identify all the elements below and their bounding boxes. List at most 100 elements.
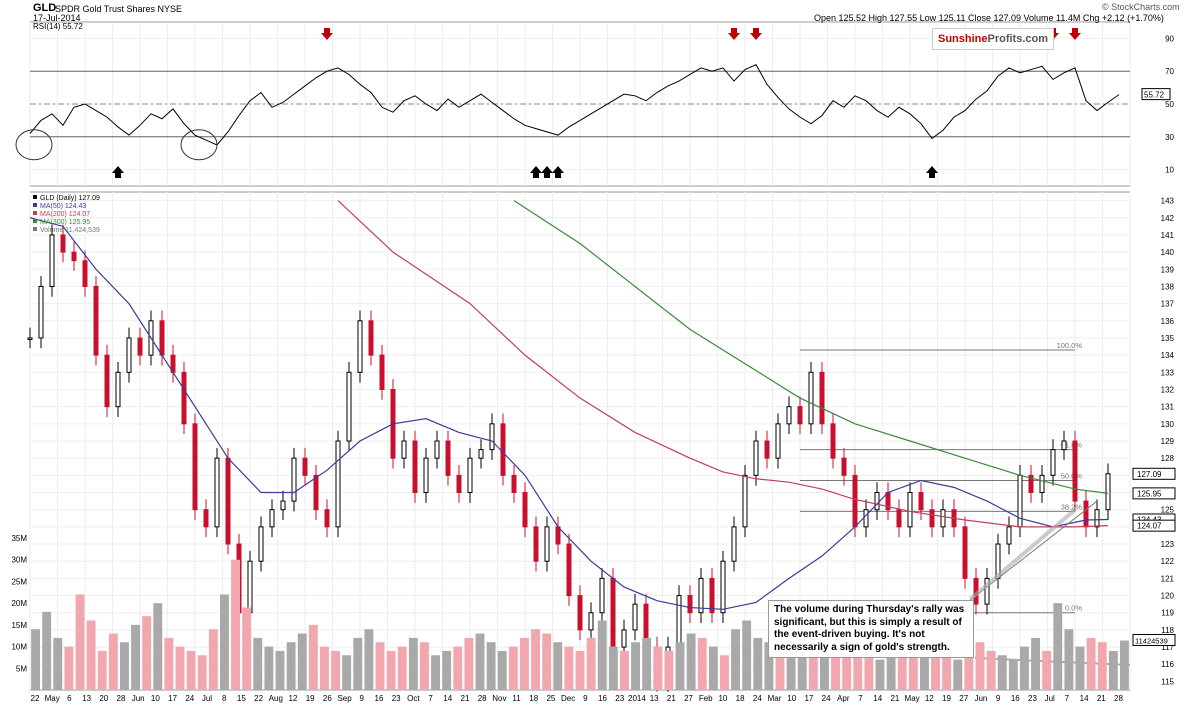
red-down-arrow	[750, 28, 762, 40]
volume-bar	[120, 642, 129, 690]
x-tick-label: 12	[289, 694, 298, 703]
price-last-label: 124.07	[1137, 522, 1162, 531]
chart-date: 17-Jul-2014	[33, 13, 81, 23]
rsi-tick-label: 30	[1165, 133, 1174, 142]
candle-body	[1094, 509, 1100, 528]
volume-bar	[942, 655, 952, 690]
candle-body	[522, 492, 528, 528]
legend-label: MA(300) 125.95	[40, 219, 90, 226]
volume-bar	[142, 616, 152, 690]
volume-bar	[353, 637, 363, 690]
fib-label: 38.2%	[1061, 502, 1083, 511]
rsi-circle	[15, 129, 53, 161]
x-tick-label: 2014	[628, 694, 646, 703]
x-tick-label: Jun	[132, 694, 145, 703]
fib-label: 61.8%	[1061, 441, 1083, 450]
candle-body	[1050, 449, 1056, 476]
rsi-title: RSI(14) 55.72	[33, 22, 83, 31]
volume-tick-label: 15M	[11, 621, 27, 630]
x-tick-label: Mar	[768, 694, 782, 703]
volume-bar	[386, 650, 396, 690]
volume-bar	[508, 646, 518, 690]
x-tick-label: 14	[443, 694, 452, 703]
volume-bar	[631, 642, 640, 690]
candle-body	[577, 595, 583, 631]
volume-bar	[1086, 637, 1096, 690]
x-tick-label: 7	[1065, 694, 1070, 703]
x-tick-label: 19	[942, 694, 951, 703]
volume-bar	[53, 637, 63, 690]
rsi-line	[29, 63, 1120, 146]
fib-label: 0.0%	[1065, 604, 1082, 613]
volume-bar	[808, 650, 818, 690]
volume-bar	[620, 650, 629, 690]
volume-bar	[420, 642, 429, 690]
volume-bar	[908, 655, 918, 690]
volume-bar	[364, 629, 374, 690]
price-tick-label: 118	[1161, 626, 1174, 635]
volume-bar	[131, 624, 140, 690]
candle-body	[280, 500, 286, 511]
volume-bar	[575, 650, 585, 690]
candle-body	[115, 371, 121, 408]
price-tick-label: 116	[1161, 660, 1174, 669]
ma50-line	[29, 217, 1109, 610]
x-tick-label: 27	[684, 694, 693, 703]
legend-label: MA(200) 124.07	[40, 211, 90, 218]
candle-body	[676, 595, 682, 648]
x-tick-label: 15	[237, 694, 246, 703]
x-tick-label: Jun	[974, 694, 987, 703]
candle-body	[852, 474, 858, 528]
x-tick-label: 23	[392, 694, 401, 703]
candle-body	[1061, 440, 1067, 451]
volume-bar	[708, 646, 718, 690]
black-up-arrow	[530, 166, 542, 178]
candle-body	[775, 423, 781, 459]
price-tick-label: 115	[1161, 677, 1174, 686]
volume-bar	[475, 633, 485, 690]
candle-body	[786, 406, 792, 425]
rsi-tick-label: 50	[1165, 100, 1174, 109]
volume-bar	[586, 637, 596, 690]
rsi-circle	[180, 129, 218, 161]
price-tick-label: 132	[1161, 385, 1175, 394]
volume-bar	[86, 620, 96, 690]
rsi-last-label: 55.72	[1144, 91, 1165, 100]
x-tick-label: 20	[99, 694, 108, 703]
volume-bar	[608, 646, 618, 690]
volume-bar	[875, 659, 885, 690]
volume-bar	[331, 650, 340, 690]
volume-bar	[886, 650, 896, 690]
volume-bar	[1120, 640, 1129, 690]
x-tick-label: 9	[583, 694, 588, 703]
x-tick-label: Oct	[407, 694, 420, 703]
chart-symbol: GLD	[33, 2, 57, 14]
volume-bar	[31, 629, 40, 690]
candle-body	[214, 457, 220, 528]
volume-bar	[997, 655, 1007, 690]
volume-bar	[653, 646, 663, 690]
candle-body	[896, 509, 902, 528]
volume-bar	[820, 655, 829, 690]
x-tick-label: 7	[428, 694, 433, 703]
price-last-label: 127.09	[1137, 470, 1162, 479]
price-tick-label: 122	[1161, 557, 1175, 566]
price-tick-label: 143	[1161, 197, 1175, 206]
candle-body	[412, 440, 418, 494]
volume-bar	[431, 655, 440, 690]
candle-body	[357, 320, 363, 373]
candle-body	[82, 260, 88, 287]
x-tick-label: Feb	[699, 694, 713, 703]
x-tick-label: 12	[925, 694, 934, 703]
legend-swatch	[33, 211, 37, 215]
x-tick-label: 26	[323, 694, 332, 703]
candle-body	[610, 577, 616, 648]
volume-bar	[664, 650, 674, 690]
candle-body	[401, 440, 407, 459]
candle-body	[192, 423, 198, 511]
candle-body	[929, 509, 935, 528]
volume-bar	[320, 646, 329, 690]
volume-bar	[231, 559, 240, 690]
x-tick-label: Aug	[269, 694, 283, 703]
x-tick-label: 16	[598, 694, 607, 703]
